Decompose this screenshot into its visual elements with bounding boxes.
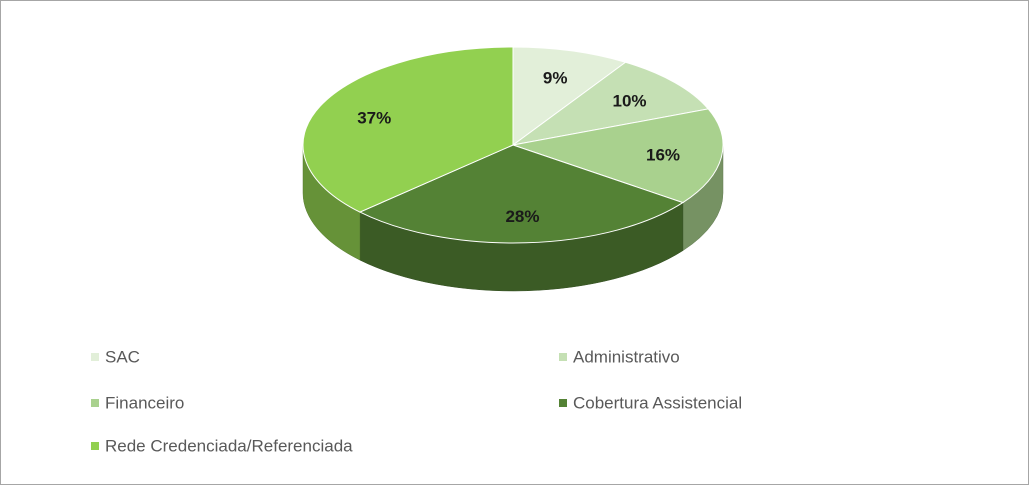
data-label: 37% [357,108,391,127]
data-label: 10% [612,92,646,111]
legend-swatch [559,399,567,407]
legend-label: Cobertura Assistencial [573,393,742,412]
data-labels: 9% 10% 16% 28% 37% [357,69,680,226]
slice [511,108,724,204]
slice [512,46,627,146]
legend-label: SAC [105,347,140,366]
pie-tops [302,46,724,244]
legend-label: Rede Credenciada/Referenciada [105,436,353,455]
slice [302,46,514,213]
slice [358,144,685,244]
legend-swatch [91,353,99,361]
legend-label: Administrativo [573,347,680,366]
legend-label: Financeiro [105,393,184,412]
data-label: 28% [505,207,539,226]
data-label: 9% [543,69,568,88]
legend: SAC Administrativo Financeiro Cobertura Ass… [91,347,742,455]
data-label: 16% [646,145,680,164]
legend-swatch [91,399,99,407]
legend-swatch [559,353,567,361]
legend-swatch [91,442,99,450]
slice [512,61,710,146]
